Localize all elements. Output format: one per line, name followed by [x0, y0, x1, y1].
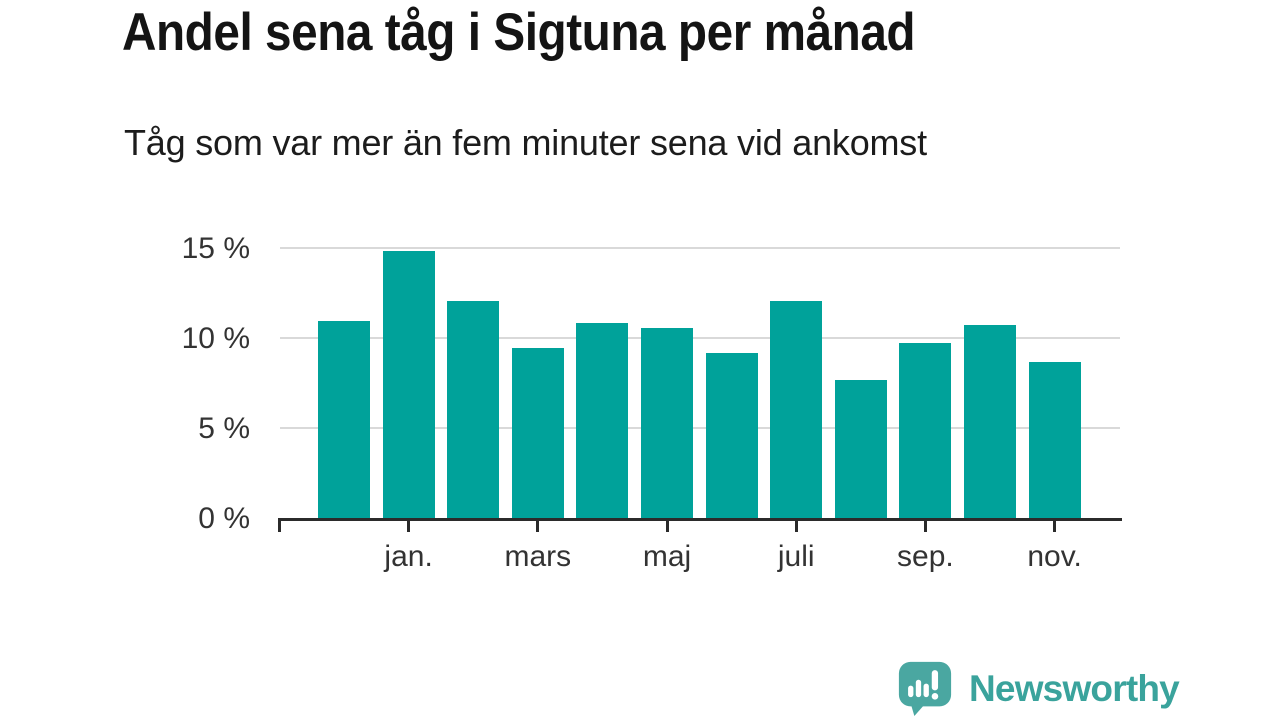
axis-tick	[794, 521, 798, 532]
x-axis-tick-label: mars	[504, 540, 572, 573]
bar	[382, 250, 435, 519]
newsworthy-brand: Newsworthy	[896, 659, 1180, 717]
chart-subtitle: Tåg som var mer än fem minuter sena vid …	[124, 122, 927, 163]
bar	[834, 380, 887, 519]
x-axis-line	[278, 518, 1122, 521]
bar	[447, 301, 500, 519]
y-axis-tick-label: 5 %	[198, 412, 250, 445]
speech-bubble-tail	[909, 699, 929, 717]
bar	[511, 348, 564, 519]
x-axis-tick-label: jan.	[384, 540, 433, 573]
x-axis-tick-label: juli	[777, 540, 815, 573]
bar	[770, 301, 823, 519]
logo-exclamation-dot	[931, 693, 939, 700]
brand-name: Newsworthy	[969, 667, 1180, 709]
logo-exclamation-stem	[931, 670, 939, 691]
logo-chart-bar-small	[908, 685, 914, 698]
chart-title: Andel sena tåg i Sigtuna per månad	[122, 3, 916, 62]
newsworthy-logo-icon	[898, 661, 952, 717]
y-axis-tick-label: 0 %	[198, 502, 250, 535]
y-axis-tick-label: 10 %	[181, 322, 250, 355]
axis-origin-tick	[278, 521, 281, 532]
bar	[964, 324, 1016, 519]
bar	[1028, 362, 1081, 519]
bar	[318, 321, 370, 519]
axis-tick	[923, 521, 927, 532]
x-axis-tick-label: maj	[642, 540, 692, 573]
logo-chart-bar-tall	[915, 679, 922, 698]
gridline	[280, 337, 1120, 339]
y-axis-tick-label: 15 %	[181, 232, 250, 265]
axis-tick	[665, 521, 669, 532]
x-axis-tick-label: sep.	[897, 540, 954, 573]
x-axis-tick-label: nov.	[1027, 540, 1082, 573]
bar	[705, 353, 758, 519]
gridline	[280, 427, 1120, 429]
axis-tick	[407, 521, 411, 532]
axis-tick	[1053, 521, 1057, 532]
bar	[899, 342, 952, 519]
bar	[576, 322, 629, 519]
gridline	[280, 247, 1120, 249]
bar	[641, 328, 693, 519]
logo-chart-bar-medium	[923, 683, 929, 698]
axis-tick	[536, 521, 540, 532]
